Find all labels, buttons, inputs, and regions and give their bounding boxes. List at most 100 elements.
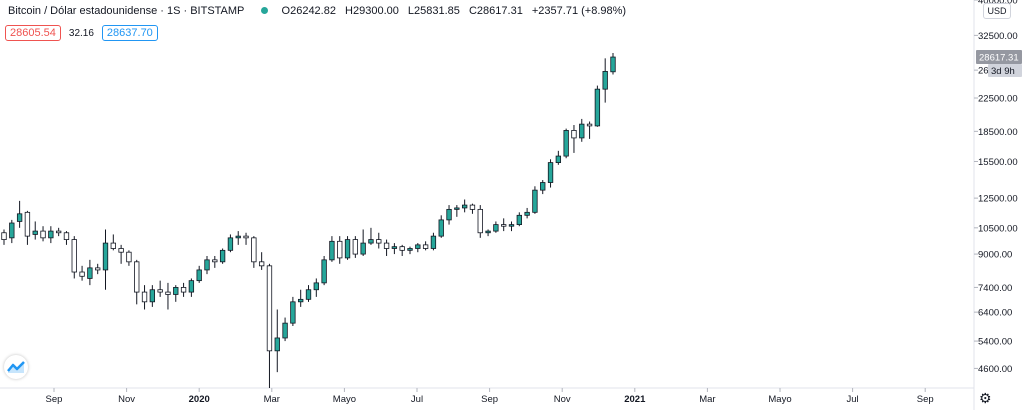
candle-body[interactable] xyxy=(235,235,241,239)
candle-body[interactable] xyxy=(524,211,530,216)
bid-price[interactable]: 28605.54 xyxy=(5,25,61,41)
x-tick-label: Nov xyxy=(554,394,571,405)
y-tick-label: 6400.00 xyxy=(978,308,1012,319)
candle-body[interactable] xyxy=(485,230,491,234)
candle-body[interactable] xyxy=(298,298,304,303)
candle-body[interactable] xyxy=(290,301,296,324)
candle-body[interactable] xyxy=(9,222,15,239)
candle-body[interactable] xyxy=(594,88,601,127)
candle-body[interactable] xyxy=(337,240,343,259)
candle-body[interactable] xyxy=(407,248,413,251)
y-tick-label: 15500.00 xyxy=(978,157,1018,168)
candle-body[interactable] xyxy=(258,261,265,267)
candle-body[interactable] xyxy=(243,235,249,239)
candle-body[interactable] xyxy=(141,291,148,303)
candle-body[interactable] xyxy=(1,232,7,240)
candle-body[interactable] xyxy=(173,287,179,295)
candle-body[interactable] xyxy=(196,269,202,282)
market-status-icon[interactable] xyxy=(261,7,269,15)
candle-body[interactable] xyxy=(48,230,54,239)
candle-body[interactable] xyxy=(305,289,312,300)
y-tick-label: 7400.00 xyxy=(978,283,1012,294)
candle-body[interactable] xyxy=(461,204,468,209)
candle-body[interactable] xyxy=(87,267,93,279)
candle-body[interactable] xyxy=(516,214,522,226)
candle-body[interactable] xyxy=(165,291,171,295)
candle-body[interactable] xyxy=(55,230,62,234)
candle-body[interactable] xyxy=(399,246,405,251)
candle-body[interactable] xyxy=(586,123,593,127)
symbol-title[interactable]: Bitcoin / Dólar estadounidense · 1S · BI… xyxy=(8,5,245,17)
candle-body[interactable] xyxy=(493,224,499,232)
gear-icon[interactable]: ⚙ xyxy=(979,390,992,406)
candle-body[interactable] xyxy=(110,242,116,249)
candle-body[interactable] xyxy=(360,242,366,255)
y-tick-label: 32500.00 xyxy=(978,31,1018,42)
candle-body[interactable] xyxy=(204,259,210,271)
candle-body[interactable] xyxy=(251,237,257,263)
candle-body[interactable] xyxy=(555,155,562,163)
candle-body[interactable] xyxy=(321,259,327,284)
bar-countdown-tag xyxy=(988,64,1022,78)
candle-body[interactable] xyxy=(508,224,515,227)
x-tick-label: Nov xyxy=(118,394,135,405)
candle-body[interactable] xyxy=(376,239,382,244)
candle-body[interactable] xyxy=(391,246,398,249)
ask-price[interactable]: 28637.70 xyxy=(101,25,158,41)
candle-body[interactable] xyxy=(610,56,616,73)
candle-body[interactable] xyxy=(563,130,569,157)
candle-body[interactable] xyxy=(477,208,483,234)
candle-body[interactable] xyxy=(24,211,31,237)
candle-body[interactable] xyxy=(313,282,319,291)
candle-body[interactable] xyxy=(344,239,351,259)
candle-body[interactable] xyxy=(126,251,132,263)
candle-body[interactable] xyxy=(547,162,554,183)
candle-body[interactable] xyxy=(180,287,187,293)
last-price-tag xyxy=(976,50,1022,65)
candle-body[interactable] xyxy=(454,207,460,210)
candle-body[interactable] xyxy=(134,261,140,293)
tradingview-logo-icon[interactable] xyxy=(4,355,28,379)
candle-body[interactable] xyxy=(438,219,444,237)
candle-body[interactable] xyxy=(157,289,163,293)
legend-open: O26242.82 xyxy=(281,5,336,17)
candle-body[interactable] xyxy=(446,208,452,221)
candle-body[interactable] xyxy=(368,239,374,244)
candle-body[interactable] xyxy=(579,123,585,139)
candle-body[interactable] xyxy=(266,265,273,352)
y-tick-label: 22500.00 xyxy=(978,94,1018,105)
candle-body[interactable] xyxy=(219,249,226,263)
candle-body[interactable] xyxy=(149,289,156,303)
candle-body[interactable] xyxy=(188,280,195,293)
candle-body[interactable] xyxy=(540,182,546,191)
candle-body[interactable] xyxy=(63,232,70,240)
candle-body[interactable] xyxy=(102,242,109,271)
candle-body[interactable] xyxy=(79,271,85,277)
candle-body[interactable] xyxy=(329,240,335,261)
candle-body[interactable] xyxy=(227,237,234,251)
candle-body[interactable] xyxy=(501,224,507,227)
candle-body[interactable] xyxy=(602,71,608,90)
candle-body[interactable] xyxy=(571,130,577,139)
candle-body[interactable] xyxy=(282,322,288,339)
candle-body[interactable] xyxy=(95,267,101,271)
candle-body[interactable] xyxy=(212,259,218,263)
x-tick-label: Sep xyxy=(917,394,934,405)
candle-body[interactable] xyxy=(274,337,280,352)
candle-body[interactable] xyxy=(16,213,23,222)
currency-button[interactable]: USD xyxy=(983,3,1011,19)
candle-body[interactable] xyxy=(422,244,429,249)
candle-body[interactable] xyxy=(532,189,538,213)
candle-body[interactable] xyxy=(383,242,390,249)
candle-body[interactable] xyxy=(469,204,476,210)
candle-body[interactable] xyxy=(118,248,124,253)
candle-body[interactable] xyxy=(71,239,77,273)
candle-body[interactable] xyxy=(352,239,359,255)
candle-body[interactable] xyxy=(32,230,38,235)
candle-body[interactable] xyxy=(40,230,46,239)
candle-body[interactable] xyxy=(415,244,421,249)
bid-ask-panel: 28605.54 32.16 28637.70 xyxy=(5,25,158,41)
candle-body[interactable] xyxy=(430,235,437,249)
